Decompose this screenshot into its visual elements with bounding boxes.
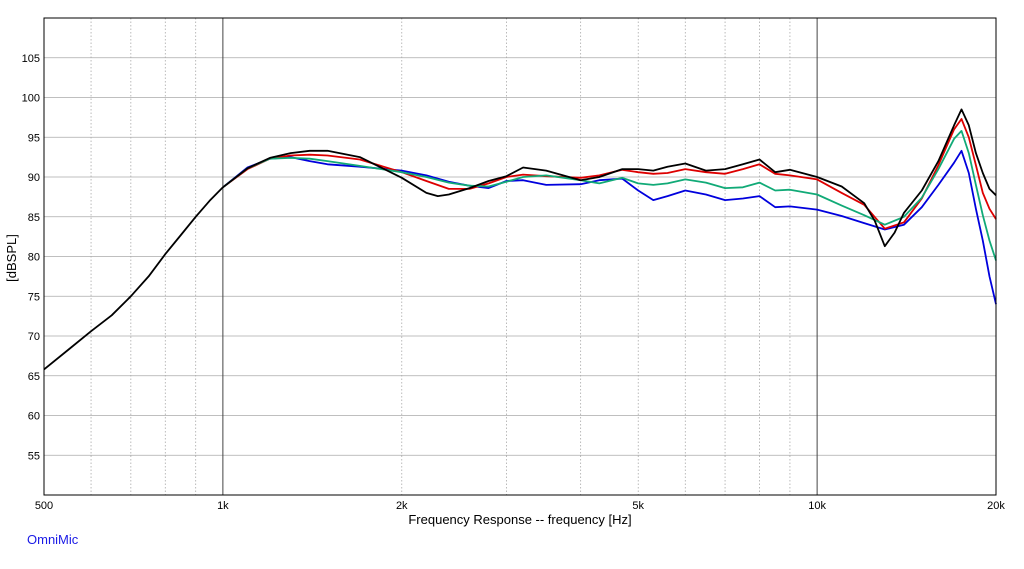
- plot-frame: [43, 17, 997, 496]
- x-tick-label: 500: [35, 500, 53, 512]
- y-tick-label: 75: [28, 291, 40, 303]
- y-tick-label: 95: [28, 132, 40, 144]
- x-tick-label: 10k: [808, 500, 826, 512]
- y-tick-label: 70: [28, 331, 40, 343]
- y-tick-label: 100: [22, 93, 40, 105]
- brand-label: OmniMic: [27, 532, 79, 547]
- x-tick-label: 20k: [987, 500, 1005, 512]
- y-tick-label: 55: [28, 450, 40, 462]
- grid: [44, 18, 996, 495]
- plot-area: [43, 108, 997, 371]
- x-tick-labels: 500 1k 2k 5k 10k 20k: [35, 500, 1006, 512]
- y-tick-label: 90: [28, 172, 40, 184]
- y-tick-label: 85: [28, 212, 40, 224]
- y-tick-label: 80: [28, 252, 40, 264]
- y-tick-labels: 55 60 65 70 75 80 85 90 95 100 105: [22, 53, 40, 463]
- y-tick-label: 65: [28, 371, 40, 383]
- x-tick-label: 2k: [396, 500, 408, 512]
- y-tick-label: 105: [22, 53, 40, 65]
- x-tick-label: 1k: [217, 500, 229, 512]
- x-axis-title: Frequency Response -- frequency [Hz]: [408, 512, 631, 527]
- x-tick-label: 5k: [632, 500, 644, 512]
- series-line-3: [222, 130, 997, 261]
- series-line-4: [43, 108, 997, 371]
- y-tick-label: 60: [28, 411, 40, 423]
- series-line-2: [222, 118, 997, 230]
- y-axis-title: [dBSPL]: [4, 234, 19, 282]
